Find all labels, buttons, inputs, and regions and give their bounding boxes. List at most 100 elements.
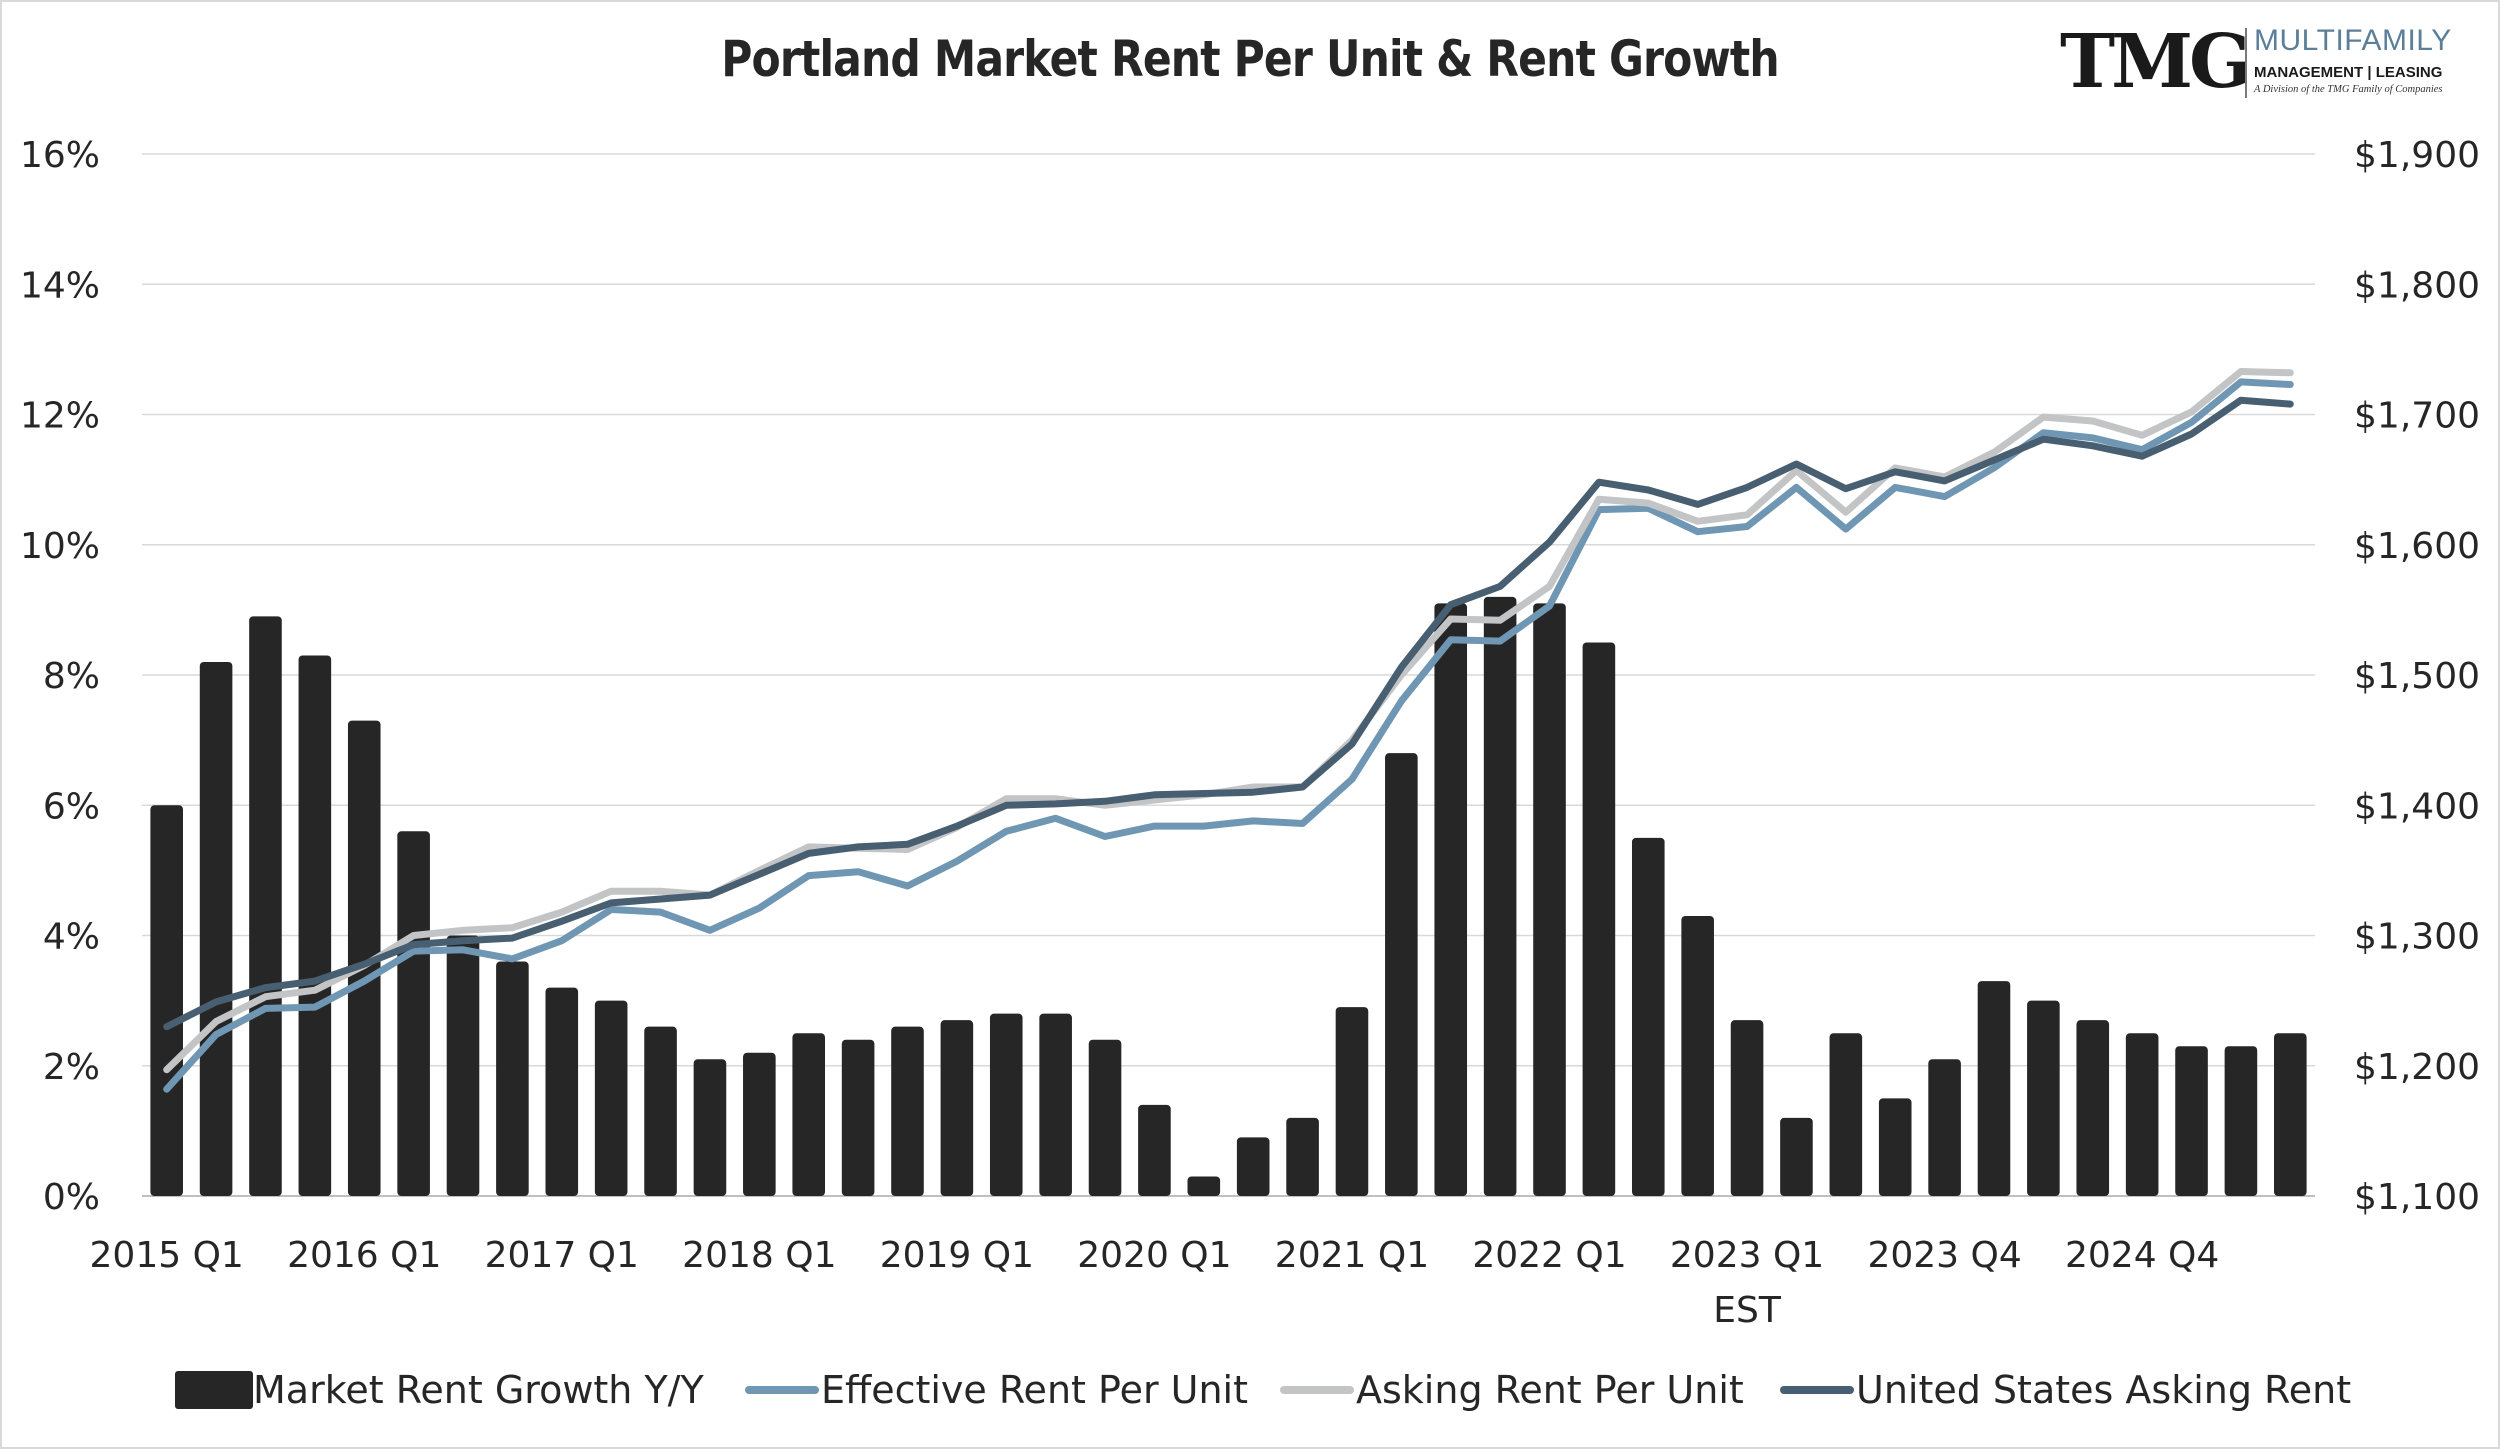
bar <box>199 661 233 1196</box>
logo-wordmark: MULTIFAMILY <box>2254 24 2452 57</box>
bar <box>1533 603 1566 1196</box>
logo-divider <box>2245 28 2247 98</box>
bar-series <box>150 596 2307 1196</box>
series-line <box>163 368 2294 1074</box>
line-series <box>163 368 2294 1093</box>
tmg-logo: TMG MULTIFAMILY MANAGEMENT | LEASING A D… <box>2060 22 2480 112</box>
y-left-tick-label: 2% <box>43 1047 100 1088</box>
legend-label-asking: Asking Rent Per Unit <box>1356 1368 1744 1412</box>
bar <box>1385 753 1418 1196</box>
right-axis-ticks: $1,100 $1,200 $1,300 $1,400 $1,500 $1,600 $1,7… <box>2354 135 2480 1218</box>
logo-mark: TMG <box>2060 19 2252 105</box>
x-tick-label: 2024 Q4 <box>2065 1235 2219 1276</box>
bar <box>644 1026 677 1196</box>
bar <box>940 1020 974 1196</box>
bar <box>2027 1000 2060 1196</box>
bar <box>2274 1033 2307 1196</box>
bar <box>2125 1033 2159 1196</box>
bar <box>1780 1117 1813 1196</box>
bar <box>545 987 579 1196</box>
x-tick-label: 2019 Q1 <box>880 1235 1034 1276</box>
y-left-tick-label: 6% <box>43 786 100 827</box>
y-right-tick-label: $1,800 <box>2354 265 2480 306</box>
bar <box>2175 1046 2208 1196</box>
y-right-tick-label: $1,900 <box>2354 135 2480 176</box>
y-left-tick-label: 4% <box>43 917 100 958</box>
bar <box>2224 1046 2258 1196</box>
x-axis: 2015 Q1 2016 Q1 2017 Q1 2018 Q1 2019 Q1 2020 … <box>90 1235 2220 1331</box>
y-right-tick-label: $1,200 <box>2354 1047 2480 1088</box>
legend-label-us: United States Asking Rent <box>1856 1368 2352 1412</box>
y-left-tick-label: 0% <box>43 1177 100 1218</box>
bar <box>1039 1013 1072 1196</box>
y-right-tick-label: $1,300 <box>2354 917 2480 958</box>
bar <box>1286 1117 1319 1196</box>
bar <box>1730 1020 1764 1196</box>
bar <box>989 1013 1023 1196</box>
bar <box>1631 837 1665 1196</box>
bar <box>1187 1176 1221 1196</box>
x-tick-label: 2023 Q1 <box>1670 1235 1824 1276</box>
bar <box>1829 1033 1863 1196</box>
logo-tagline: A Division of the TMG Family of Companie… <box>2254 84 2443 95</box>
y-right-tick-label: $1,700 <box>2354 396 2480 437</box>
bar <box>1483 596 1517 1196</box>
legend: Market Rent Growth Y/Y Effective Rent Pe… <box>0 1360 2500 1420</box>
bar <box>1138 1104 1171 1196</box>
x-tick-label: 2016 Q1 <box>287 1235 441 1276</box>
bar <box>841 1039 875 1196</box>
bar <box>347 720 381 1196</box>
bar <box>2076 1020 2110 1196</box>
bar <box>1236 1137 1270 1196</box>
series-line <box>163 396 2294 1031</box>
bar <box>1088 1039 1122 1196</box>
bar <box>446 935 480 1196</box>
legend-swatch-asking <box>1280 1386 1354 1394</box>
bar <box>792 1033 826 1196</box>
x-tick-label: 2021 Q1 <box>1275 1235 1429 1276</box>
y-right-tick-label: $1,600 <box>2354 526 2480 567</box>
legend-swatch-effective <box>745 1386 819 1394</box>
bar <box>397 831 430 1196</box>
bar <box>1928 1059 1961 1196</box>
legend-swatch-growth <box>175 1371 253 1409</box>
y-left-tick-label: 8% <box>43 656 100 697</box>
legend-swatch-us <box>1780 1386 1854 1394</box>
bar <box>150 805 183 1196</box>
y-left-tick-label: 16% <box>20 135 100 176</box>
x-estimate-label: EST <box>1713 1290 1782 1331</box>
y-right-tick-label: $1,100 <box>2354 1177 2480 1218</box>
y-left-tick-label: 10% <box>20 526 100 567</box>
bar <box>1434 603 1468 1196</box>
y-left-tick-label: 14% <box>20 265 100 306</box>
bar <box>1681 915 1714 1196</box>
bar <box>1878 1098 1912 1196</box>
bar <box>298 655 332 1196</box>
bar <box>594 1000 628 1196</box>
bar <box>891 1026 924 1196</box>
y-right-tick-label: $1,500 <box>2354 656 2480 697</box>
chart-title: Portland Market Rent Per Unit & Rent Gro… <box>721 30 1779 88</box>
logo-subtitle: MANAGEMENT | LEASING <box>2254 64 2443 81</box>
bar <box>249 616 282 1196</box>
x-tick-label: 2022 Q1 <box>1472 1235 1626 1276</box>
y-left-tick-label: 12% <box>20 396 100 437</box>
bar <box>693 1059 727 1196</box>
bar <box>1977 981 2011 1196</box>
x-tick-label: 2018 Q1 <box>682 1235 836 1276</box>
bar <box>1582 642 1616 1196</box>
legend-label-growth: Market Rent Growth Y/Y <box>253 1368 704 1412</box>
bar <box>496 961 529 1196</box>
y-right-tick-label: $1,400 <box>2354 786 2480 827</box>
bar <box>1335 1007 1369 1196</box>
x-tick-label: 2015 Q1 <box>90 1235 244 1276</box>
series-line <box>163 378 2294 1093</box>
x-tick-label: 2023 Q4 <box>1867 1235 2021 1276</box>
bar <box>743 1052 776 1196</box>
left-axis-ticks: 0% 2% 4% 6% 8% 10% 12% 14% 16% <box>20 135 100 1218</box>
legend-label-effective: Effective Rent Per Unit <box>821 1368 1248 1412</box>
x-tick-label: 2017 Q1 <box>485 1235 639 1276</box>
x-tick-label: 2020 Q1 <box>1077 1235 1231 1276</box>
